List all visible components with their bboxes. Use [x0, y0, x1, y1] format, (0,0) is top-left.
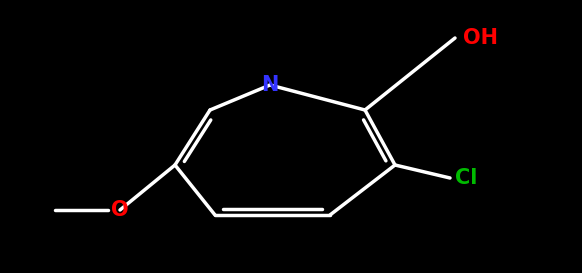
Text: OH: OH — [463, 28, 498, 48]
Text: N: N — [261, 75, 279, 95]
Text: O: O — [111, 200, 129, 220]
Text: Cl: Cl — [455, 168, 477, 188]
